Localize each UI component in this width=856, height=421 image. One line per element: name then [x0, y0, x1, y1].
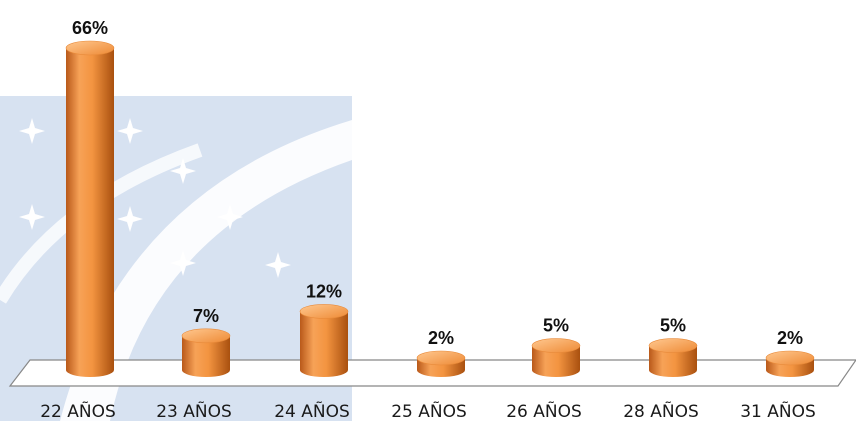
bar-series	[65, 40, 815, 377]
bar	[181, 328, 231, 377]
category-label: 28 AÑOS	[623, 400, 699, 421]
value-label: 5%	[543, 316, 569, 336]
bar-body	[66, 48, 114, 377]
bar	[416, 350, 466, 377]
bar-body	[649, 345, 697, 377]
value-label: 12%	[306, 281, 342, 301]
category-labels: 22 AÑOS 23 AÑOS 24 AÑOS 25 AÑOS 26 AÑOS 28 AÑ…	[40, 400, 816, 421]
category-label: 26 AÑOS	[506, 400, 582, 421]
bar	[531, 338, 581, 377]
bar	[765, 350, 815, 377]
bar-body	[300, 311, 348, 377]
bar	[65, 40, 115, 377]
value-labels: 66% 7% 12% 2% 5% 5% 2%	[72, 18, 803, 348]
category-label: 23 AÑOS	[156, 400, 232, 421]
category-label: 22 AÑOS	[40, 400, 116, 421]
bar	[299, 304, 349, 377]
bar-top	[765, 350, 815, 366]
bar-body	[182, 335, 230, 377]
bar-top	[531, 338, 581, 353]
watermark-stars	[19, 118, 291, 278]
value-label: 2%	[428, 328, 454, 348]
bar-top	[181, 328, 231, 344]
category-label: 25 AÑOS	[391, 400, 467, 421]
value-label: 66%	[72, 18, 108, 38]
value-label: 5%	[660, 316, 686, 336]
category-label: 31 AÑOS	[740, 400, 816, 421]
value-label: 2%	[777, 328, 803, 348]
value-label: 7%	[193, 306, 219, 326]
bar-top	[65, 40, 115, 56]
bar-top	[299, 304, 349, 319]
category-label: 24 AÑOS	[274, 400, 350, 421]
bar-top	[416, 350, 466, 366]
bar-body	[532, 345, 580, 377]
bar	[648, 338, 698, 377]
bar-top	[648, 338, 698, 353]
